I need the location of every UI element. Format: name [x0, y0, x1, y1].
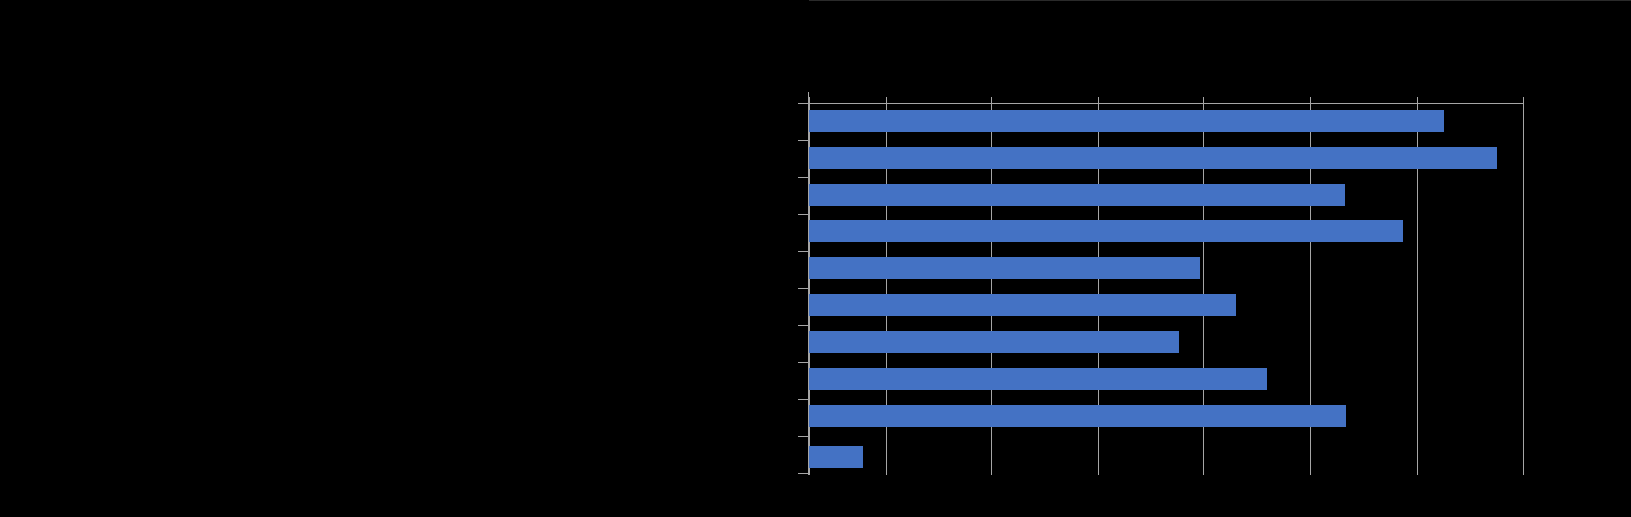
y-axis-tick-3	[798, 214, 809, 215]
gridline-5	[1310, 97, 1311, 475]
y-axis-tick-0	[798, 103, 809, 104]
bar[interactable]	[809, 405, 1346, 427]
plot-area	[809, 97, 1524, 475]
category-label-column	[0, 0, 809, 517]
bar[interactable]	[809, 446, 863, 468]
y-axis-tick-9	[798, 436, 809, 437]
y-axis-tick-2	[798, 177, 809, 178]
y-axis-tick-6	[798, 325, 809, 326]
bar[interactable]	[809, 257, 1200, 279]
y-axis-tick-8	[798, 399, 809, 400]
gridline-0	[809, 97, 810, 475]
y-axis-tick-1	[798, 140, 809, 141]
gridline-2	[991, 97, 992, 475]
y-axis-tick-5	[798, 288, 809, 289]
bar[interactable]	[809, 294, 1236, 316]
gridline-4	[1203, 97, 1204, 475]
bar[interactable]	[809, 368, 1267, 390]
gridline-7	[1523, 97, 1524, 475]
y-axis-tick-10	[798, 473, 809, 474]
gridline-1	[886, 97, 887, 475]
plot-top-border	[809, 103, 1523, 104]
bar[interactable]	[809, 110, 1444, 132]
bar[interactable]	[809, 184, 1345, 206]
y-axis-tick-7	[798, 362, 809, 363]
bar[interactable]	[809, 147, 1497, 169]
gridline-3	[1098, 97, 1099, 475]
gridline-6	[1417, 97, 1418, 475]
bar[interactable]	[809, 331, 1179, 353]
bar[interactable]	[809, 220, 1403, 242]
y-axis-line	[808, 92, 809, 475]
y-axis-tick-4	[798, 251, 809, 252]
